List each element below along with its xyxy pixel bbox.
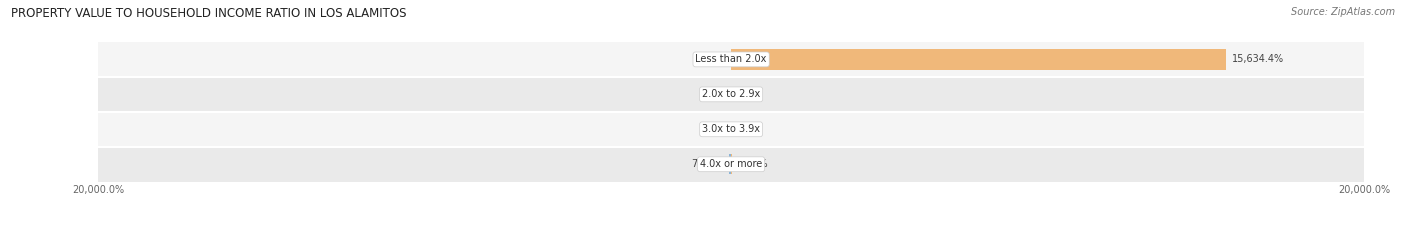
Text: Source: ZipAtlas.com: Source: ZipAtlas.com <box>1291 7 1395 17</box>
Bar <box>98 42 1364 77</box>
Bar <box>98 77 1364 112</box>
Bar <box>98 147 1364 182</box>
Text: 3.0x to 3.9x: 3.0x to 3.9x <box>702 124 761 134</box>
Text: 4.0x or more: 4.0x or more <box>700 159 762 169</box>
Text: PROPERTY VALUE TO HOUSEHOLD INCOME RATIO IN LOS ALAMITOS: PROPERTY VALUE TO HOUSEHOLD INCOME RATIO… <box>11 7 406 20</box>
Text: 15,634.4%: 15,634.4% <box>1232 55 1284 64</box>
Text: 8.7%: 8.7% <box>738 89 762 99</box>
Text: 76.7%: 76.7% <box>692 159 723 169</box>
Text: 3.9%: 3.9% <box>700 124 724 134</box>
Bar <box>728 154 731 174</box>
Text: 2.0x to 2.9x: 2.0x to 2.9x <box>702 89 761 99</box>
Text: 2.4%: 2.4% <box>738 124 762 134</box>
Text: 19.7%: 19.7% <box>738 159 769 169</box>
Text: 9.6%: 9.6% <box>700 55 724 64</box>
Bar <box>98 112 1364 147</box>
Text: Less than 2.0x: Less than 2.0x <box>696 55 766 64</box>
Bar <box>731 49 1226 69</box>
Text: 9.8%: 9.8% <box>700 89 724 99</box>
